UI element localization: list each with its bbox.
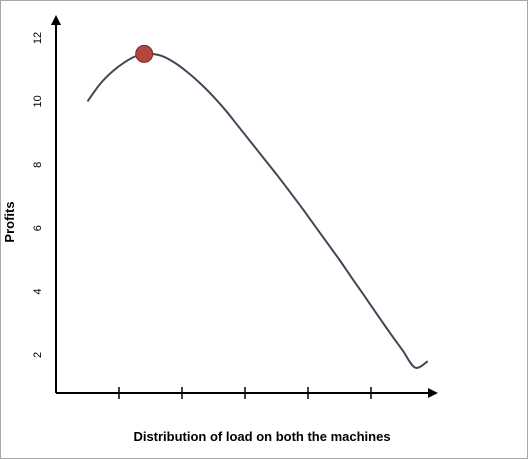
y-ticks: 2 4 6 8 10 12 <box>32 32 44 358</box>
maximum-profit-point <box>135 44 154 63</box>
y-axis-arrow <box>51 15 61 25</box>
profit-curve <box>86 52 429 369</box>
x-ticks <box>118 387 372 399</box>
y-tick-label: 10 <box>32 95 44 107</box>
x-axis-title: Distribution of load on both the machine… <box>133 429 390 444</box>
y-tick-label: 4 <box>32 289 44 295</box>
y-axis-title: Profits <box>2 201 17 242</box>
x-axis-arrow <box>428 388 438 398</box>
y-tick-label: 8 <box>32 162 44 168</box>
y-tick-label: 2 <box>32 352 44 358</box>
y-tick-label: 6 <box>32 225 44 231</box>
y-tick-label: 12 <box>32 32 44 44</box>
